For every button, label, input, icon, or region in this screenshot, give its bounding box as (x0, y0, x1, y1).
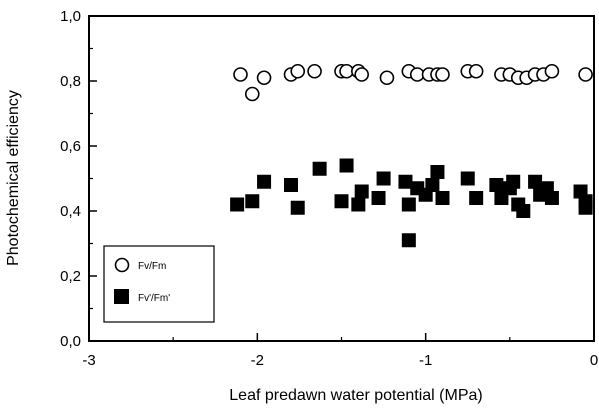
x-tick-label: -3 (82, 352, 95, 369)
data-point (233, 67, 248, 82)
data-point (430, 165, 445, 179)
x-tick-label: -2 (251, 352, 264, 369)
data-point (528, 174, 543, 189)
series-fvfm-prime (230, 158, 593, 248)
x-axis-title: Leaf predawn water potential (MPa) (229, 387, 482, 404)
data-point (230, 197, 245, 212)
data-point (307, 63, 322, 79)
legend-marker-fvfm (114, 257, 130, 273)
legend-label-fvfm: Fv/Fm (138, 261, 166, 272)
y-tick-label: 0,6 (60, 138, 81, 155)
data-point (354, 184, 369, 199)
y-tick-label: 0,4 (60, 203, 81, 220)
legend-label-fvfm-prime: Fv'/Fm' (138, 293, 170, 304)
data-point (469, 191, 484, 205)
data-point (544, 191, 559, 205)
y-tick-label: 0,8 (60, 73, 81, 90)
y-axis: 0,0 0,2 0,4 0,6 0,8 1,0 (60, 8, 97, 350)
y-axis-title: Photochemical efficiency (5, 90, 22, 266)
data-point (489, 178, 504, 192)
data-point (371, 191, 386, 205)
x-axis: -3 -2 -1 0 (82, 333, 598, 369)
legend: Fv/Fm Fv'/Fm' (103, 245, 215, 323)
data-point (401, 197, 416, 212)
data-point (516, 204, 531, 218)
data-point (312, 161, 327, 176)
data-point (354, 67, 370, 82)
data-point (460, 171, 475, 186)
legend-box (103, 245, 215, 323)
data-point (245, 194, 260, 209)
legend-marker-fvfm-prime (114, 289, 129, 304)
data-point (256, 70, 272, 86)
data-point (339, 158, 354, 173)
y-tick-label: 0,0 (60, 333, 81, 350)
data-point (578, 200, 593, 215)
data-point (398, 174, 413, 189)
data-point (578, 67, 593, 82)
data-point (425, 178, 440, 192)
data-point (506, 174, 521, 189)
data-point (257, 174, 272, 189)
data-point (290, 200, 305, 215)
data-point (435, 67, 450, 82)
x-tick-label: 0 (590, 352, 598, 369)
data-point (334, 194, 349, 209)
data-point (544, 63, 560, 79)
data-point (351, 197, 366, 212)
series-fvfm (233, 63, 593, 102)
data-point (376, 171, 391, 186)
data-point (435, 191, 450, 205)
data-point (244, 86, 260, 102)
data-series (230, 63, 593, 248)
data-point (401, 233, 416, 248)
data-point (290, 63, 306, 79)
x-tick-label: -1 (419, 352, 432, 369)
data-point (284, 178, 298, 192)
data-point (468, 63, 484, 79)
y-tick-label: 0,2 (60, 268, 81, 285)
y-tick-label: 1,0 (60, 8, 81, 25)
data-point (379, 70, 395, 86)
